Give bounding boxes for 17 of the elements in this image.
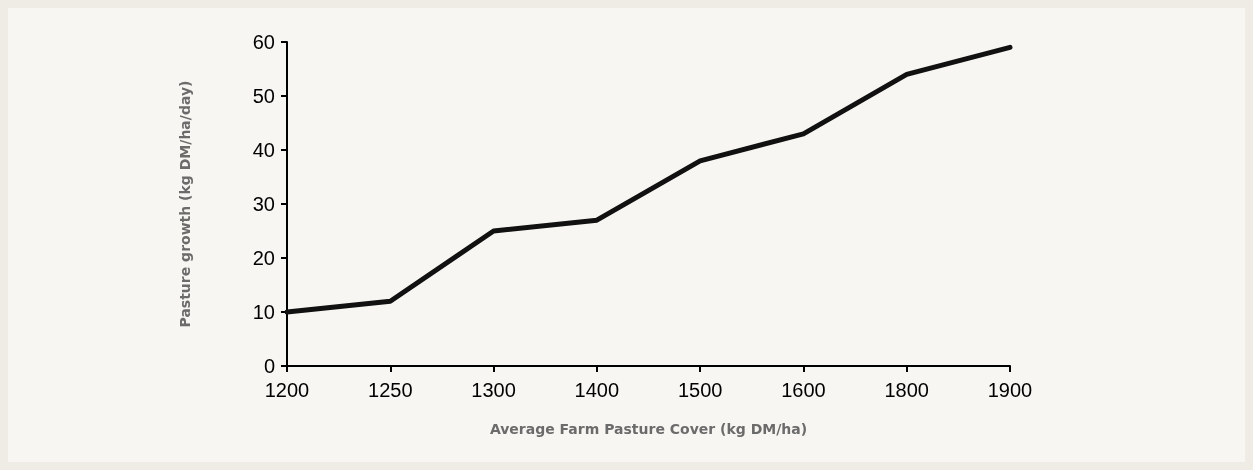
x-axis-title: Average Farm Pasture Cover (kg DM/ha) (489, 421, 808, 437)
x-tick-label: 1200 (264, 379, 310, 401)
x-tick-label: 1800 (884, 379, 929, 401)
y-tick-label: 40 (252, 139, 275, 161)
y-tick-label: 20 (252, 247, 275, 269)
x-tick-label: 1900 (987, 379, 1033, 401)
y-tick-label: 30 (252, 193, 275, 215)
x-tick-label: 1400 (574, 379, 620, 401)
y-tick-label: 60 (252, 31, 275, 53)
x-tick-label: 1500 (677, 379, 723, 401)
x-tick-label: 1300 (471, 379, 516, 401)
x-tick-label: 1250 (368, 379, 413, 401)
y-tick-label: 10 (252, 301, 275, 323)
y-tick-label: 50 (252, 85, 275, 107)
x-tick-label: 1600 (781, 379, 826, 401)
y-tick-label: 0 (263, 355, 275, 377)
y-axis-title: Pasture growth (kg DM/ha/day) (177, 80, 193, 328)
